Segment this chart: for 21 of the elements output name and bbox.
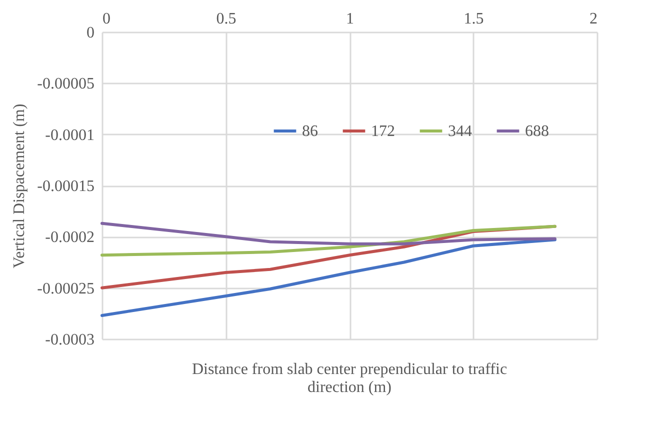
line-series — [100, 224, 556, 257]
legend-label: 86 — [302, 123, 318, 140]
y-tick-label: -0.0002 — [45, 229, 94, 246]
x-tick-label: 1 — [346, 10, 354, 28]
x-tick-label: 0 — [102, 10, 110, 28]
legend-label: 344 — [448, 123, 472, 140]
y-tick-label: -0.0001 — [45, 126, 94, 144]
x-axis-title: Distance from slab center prependicular to traffic direction (m) — [192, 361, 508, 396]
y-tick-label: -0.0003 — [45, 332, 94, 348]
legend-label: 688 — [525, 123, 549, 140]
line-series — [100, 238, 556, 317]
y-tick-label: 0 — [86, 24, 94, 42]
legend-label: 172 — [371, 123, 395, 140]
x-tick-label: 2 — [590, 10, 598, 28]
y-tick-label: -0.00015 — [37, 178, 94, 195]
y-axis-title: Vertical Dispacement (m) — [11, 104, 28, 268]
x-tick-label: 0.5 — [216, 10, 236, 28]
line-series — [100, 222, 556, 246]
y-tick-label: -0.00025 — [37, 280, 94, 298]
x-tick-label: 1.5 — [464, 10, 484, 28]
y-tick-label: -0.00005 — [37, 76, 94, 93]
